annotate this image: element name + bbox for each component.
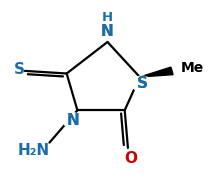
Text: S: S [136, 76, 147, 92]
Text: S: S [136, 76, 147, 92]
Polygon shape [140, 67, 173, 77]
Text: N: N [101, 24, 114, 39]
Text: N: N [67, 113, 80, 128]
Text: N: N [101, 24, 114, 39]
Text: O: O [125, 151, 138, 166]
Circle shape [132, 76, 152, 92]
Text: N: N [67, 113, 80, 128]
Text: Me: Me [181, 61, 204, 75]
Text: H: H [102, 11, 113, 24]
Circle shape [63, 113, 83, 129]
Circle shape [98, 24, 117, 39]
Text: S: S [14, 62, 25, 78]
Text: H₂N: H₂N [17, 143, 49, 158]
